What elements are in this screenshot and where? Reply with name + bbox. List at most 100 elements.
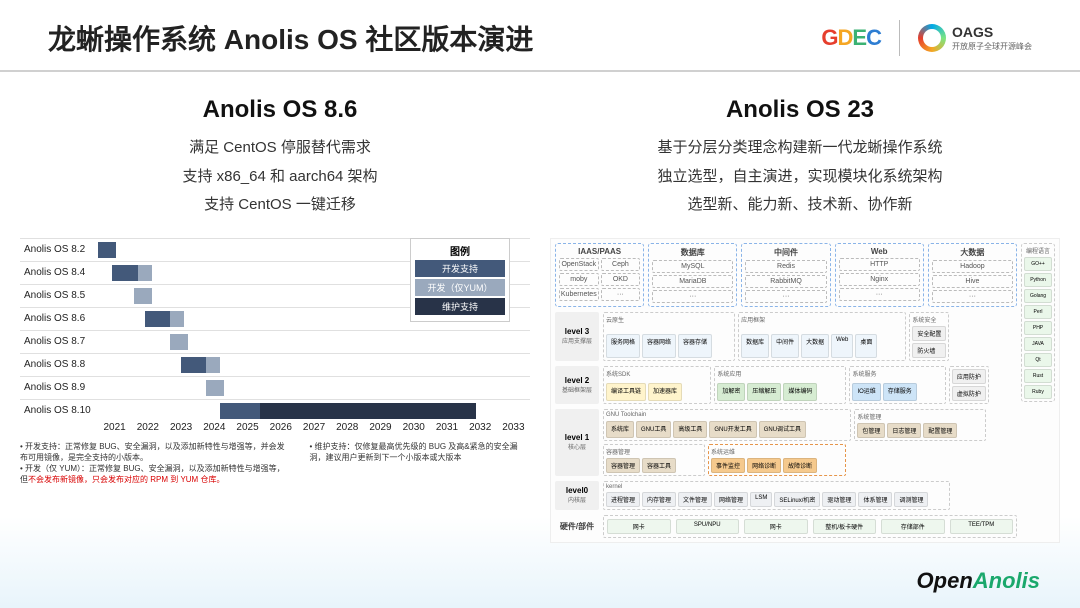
- gantt-bar: [206, 357, 220, 373]
- arch-hw-box: 存储部件: [881, 519, 945, 534]
- arch-box: 加速器库: [648, 383, 682, 401]
- gantt-chart: Anolis OS 8.2 Anolis OS 8.4 Anolis OS 8.5 A…: [20, 238, 530, 543]
- arch-box: GNU开发工具: [709, 421, 756, 438]
- arch-box: 网络诊断: [747, 458, 781, 473]
- logo-divider: [899, 20, 900, 56]
- arch-top-item: ···: [745, 290, 826, 303]
- gantt-row-label: Anolis OS 8.10: [20, 405, 98, 416]
- arch-top-item: Nginx: [839, 273, 920, 286]
- arch-top-item: moby: [559, 273, 599, 286]
- gantt-row-label: Anolis OS 8.8: [20, 359, 98, 370]
- arch-box: LSM: [750, 492, 772, 507]
- arch-lang-column: 编程语言GO++PythonGolangPerlPHPJAVAQtRustRub…: [1021, 243, 1055, 402]
- arch-top-item: MySQL: [652, 260, 733, 273]
- gantt-tick: 2024: [198, 422, 231, 433]
- gantt-tick: 2032: [464, 422, 497, 433]
- gantt-bar: [112, 265, 137, 281]
- gantt-bar: [206, 380, 224, 396]
- gantt-row: Anolis OS 8.9: [20, 376, 530, 399]
- gantt-bar: [170, 311, 184, 327]
- arch-box: Web: [831, 334, 853, 358]
- left-col-title: Anolis OS 8.6: [40, 96, 520, 124]
- arch-box: 高级工具: [673, 421, 707, 438]
- gantt-tick: 2027: [297, 422, 330, 433]
- gantt-bar: [138, 265, 152, 281]
- arch-hw-box: TEE/TPM: [950, 519, 1014, 534]
- arch-top-item: MariaDB: [652, 275, 733, 288]
- arch-box: IO运维: [852, 383, 880, 401]
- arch-box: 桌面: [855, 334, 877, 358]
- arch-top-item: ···: [652, 290, 733, 303]
- content-row: Anolis OS 8.2 Anolis OS 8.4 Anolis OS 8.5 A…: [0, 220, 1080, 543]
- gantt-bar: [98, 242, 116, 258]
- arch-box: 压缩解压: [747, 383, 781, 401]
- arch-top-item: Hive: [932, 275, 1013, 288]
- gantt-bar: [134, 288, 152, 304]
- arch-top-item: HTTP: [839, 258, 920, 271]
- arch-box: 日志管理: [887, 423, 921, 438]
- arch-level-row: level 2基础框架层系统SDK编译工具链加速器库系统应用加解密压缩解压媒体编…: [555, 366, 1017, 404]
- arch-hw-box: SPU/NPU: [676, 519, 740, 534]
- arch-top-item: RabbitMQ: [745, 275, 826, 288]
- arch-box: 容器管理: [606, 458, 640, 473]
- arch-box: 进程管理: [606, 492, 640, 507]
- header: 龙蜥操作系统 Anolis OS 社区版本演进 GDEC OAGS开放原子全球开…: [0, 0, 1080, 72]
- gantt-tick: 2025: [231, 422, 264, 433]
- arch-group: 系统SDK编译工具链加速器库: [603, 366, 711, 404]
- arch-group: 云原生服务网格容器网络容器存储: [603, 312, 735, 361]
- arch-box: 事件监控: [711, 458, 745, 473]
- arch-top-item: Kubernetes: [559, 288, 599, 301]
- gantt-row: Anolis OS 8.7: [20, 330, 530, 353]
- arch-level-label: level 1核心层: [555, 409, 599, 476]
- arch-top-item: Ceph: [601, 258, 641, 271]
- arch-box: 数据库: [741, 334, 769, 358]
- gantt-row: Anolis OS 8.8: [20, 353, 530, 376]
- left-column-header: Anolis OS 8.6 满足 CentOS 停服替代需求支持 x86_64 …: [40, 96, 520, 220]
- arch-box: 中间件: [771, 334, 799, 358]
- gantt-row-label: Anolis OS 8.5: [20, 290, 98, 301]
- arch-box: 大数据: [801, 334, 829, 358]
- right-col-title: Anolis OS 23: [560, 96, 1040, 124]
- architecture-diagram: IAAS/PAASOpenStackCephmobyOKDKubernetes·…: [550, 238, 1060, 543]
- arch-top-item: ···: [932, 290, 1013, 303]
- gantt-tick: 2026: [264, 422, 297, 433]
- arch-box: 文件管理: [678, 492, 712, 507]
- footer-logo: OpenAnolis: [917, 568, 1040, 594]
- gantt-row-label: Anolis OS 8.6: [20, 313, 98, 324]
- gantt-row-label: Anolis OS 8.4: [20, 267, 98, 278]
- gantt-footnotes: • 开发支持：正常修复 BUG、安全漏洞，以及添加新特性与增强等，并会发布可用镜…: [20, 441, 530, 486]
- oags-logo: OAGS开放原子全球开源峰会: [918, 24, 1032, 52]
- arch-level-row: level 1核心层GNU Toolchain系统库GNU工具高级工具GNU开发…: [555, 409, 1017, 476]
- arch-group: 系统服务IO运维存储服务: [849, 366, 945, 404]
- arch-box: 内存管理: [642, 492, 676, 507]
- arch-hardware-row: 硬件/部件网卡SPU/NPU网卡整机/板卡硬件存储部件TEE/TPM: [555, 515, 1017, 538]
- gantt-bar: [260, 403, 476, 419]
- arch-box: 加解密: [717, 383, 745, 401]
- gantt-tick: 2030: [397, 422, 430, 433]
- arch-side-group: 应用防护虚拟防护: [949, 366, 989, 404]
- arch-box: SELinux/机密: [774, 492, 820, 507]
- arch-top-group: 数据库MySQLMariaDB···: [648, 243, 737, 307]
- arch-top-group: 中间件RedisRabbitMQ···: [741, 243, 830, 307]
- arch-level-row: level0内核层kernel进程管理内存管理文件管理网络管理LSMSELinu…: [555, 481, 1017, 510]
- arch-box: GNU调试工具: [759, 421, 806, 438]
- arch-hw-box: 整机/板卡硬件: [813, 519, 877, 534]
- gantt-tick: 2023: [164, 422, 197, 433]
- gantt-tick: 2022: [131, 422, 164, 433]
- arch-box: 媒体编码: [783, 383, 817, 401]
- arch-group: 系统应用加解密压缩解压媒体编码: [714, 366, 846, 404]
- gantt-bar: [170, 334, 188, 350]
- gantt-row-label: Anolis OS 8.2: [20, 244, 98, 255]
- gantt-bar: [220, 403, 260, 419]
- gantt-tick: 2029: [364, 422, 397, 433]
- arch-level-label: level 3应用支撑层: [555, 312, 599, 361]
- columns: Anolis OS 8.6 满足 CentOS 停服替代需求支持 x86_64 …: [0, 72, 1080, 220]
- right-col-desc: 基于分层分类理念构建新一代龙蜥操作系统独立选型，自主演进，实现模块化系统架构选型…: [560, 134, 1040, 220]
- arch-box: 网络管理: [714, 492, 748, 507]
- arch-box: 配置管理: [923, 423, 957, 438]
- arch-box: 调测管理: [894, 492, 928, 507]
- arch-box: 容器存储: [678, 334, 712, 358]
- gantt-bar: [181, 357, 206, 373]
- gantt-tick: 2031: [430, 422, 463, 433]
- arch-level-row: level 3应用支撑层云原生服务网格容器网络容器存储应用框架数据库中间件大数据…: [555, 312, 1017, 361]
